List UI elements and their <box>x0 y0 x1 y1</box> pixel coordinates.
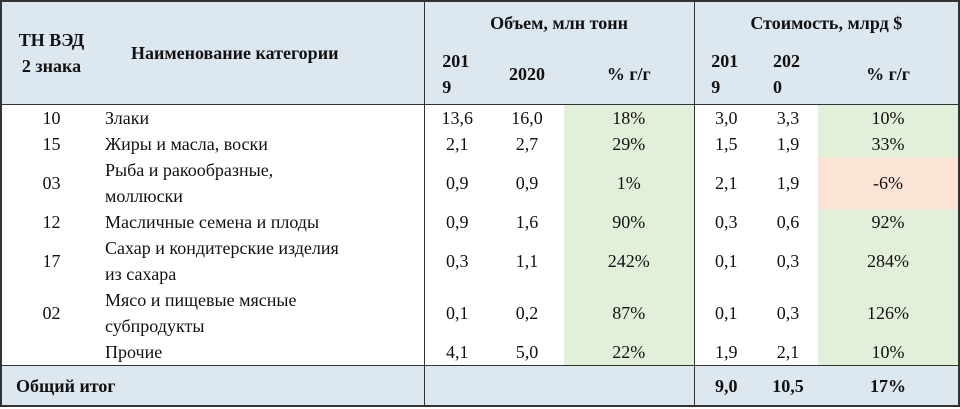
header-cost: Стоимость, млрд $ <box>693 1 960 44</box>
header-volume: Объем, млн тонн <box>423 1 695 44</box>
name-cell: Масличные семена и плоды <box>101 209 424 235</box>
code-cell: 12 <box>42 212 61 232</box>
name-line: Рыба и ракообразные, <box>105 160 274 180</box>
table-row: 10 Злаки 13,6 16,0 18% 3,0 3,3 10% <box>1 104 960 131</box>
code-cell: 10 <box>1 104 101 131</box>
header-year: 2020 <box>490 44 564 105</box>
value-cell: 10% <box>818 339 960 366</box>
value-cell: 2,7 <box>515 134 539 154</box>
header-year: 2019 <box>693 44 759 105</box>
table-row: Прочие 4,1 5,0 22% 1,9 2,1 10% <box>1 339 960 366</box>
value-cell: 242% <box>564 235 695 287</box>
value-cell: 0,9 <box>423 157 490 209</box>
name-line: Жиры и масла, воски <box>105 134 268 154</box>
value-cell: 0,3 <box>776 251 800 271</box>
value-cell: 3,0 <box>693 104 759 131</box>
name-line: Злаки <box>105 108 150 128</box>
value-cell: 0,2 <box>515 303 539 323</box>
code-cell: 03 <box>42 173 61 193</box>
code-cell: 02 <box>42 303 61 323</box>
name-cell: Мясо и пищевые мясные субпродукты <box>101 287 424 339</box>
header-change: % г/г <box>818 44 960 105</box>
value-cell: 0,1 <box>423 287 490 339</box>
value-cell: 0,1 <box>693 235 759 287</box>
name-line: Масличные семена и плоды <box>105 212 320 232</box>
value-cell: 1% <box>564 157 695 209</box>
value-cell: 2,1 <box>693 157 759 209</box>
value-cell: 2,1 <box>423 131 490 157</box>
value-cell: 4,1 <box>423 339 490 366</box>
value-cell: 33% <box>818 131 960 157</box>
total-value: 17% <box>818 365 960 406</box>
table-row: 03 Рыба и ракообразные, моллюски 0,9 0,9 1% 2,… <box>1 157 960 209</box>
name-line: Прочие <box>105 342 163 362</box>
value-cell: 0,3 <box>776 303 800 323</box>
value-cell: 284% <box>818 235 960 287</box>
value-cell: 1,5 <box>693 131 759 157</box>
header-change: % г/г <box>564 44 695 105</box>
total-value: 9,0 <box>693 365 759 406</box>
header-row: ТН ВЭД 2 знака Наименование категории Об… <box>1 1 960 105</box>
table-row: 15 Жиры и масла, воски 2,1 2,7 29% 1,5 1,9 33% <box>1 131 960 157</box>
value-cell: 22% <box>564 339 695 366</box>
value-cell: 90% <box>564 209 695 235</box>
table-row: 12 Масличные семена и плоды 0,9 1,6 90% 0,3 0,… <box>1 209 960 235</box>
name-line: из сахара <box>105 264 177 284</box>
name-cell: Прочие <box>101 339 424 366</box>
value-cell: 2,1 <box>776 342 800 362</box>
header-year: 2019 <box>423 44 490 105</box>
name-cell: Сахар и кондитерские изделия из сахара <box>101 235 424 287</box>
value-cell: 10% <box>818 104 960 131</box>
name-line: Мясо и пищевые мясные <box>105 290 297 310</box>
header-row: 2019 2020 % г/г 2019 2020 % г/г <box>1 44 960 105</box>
name-line: субпродукты <box>105 316 205 336</box>
value-cell: 0,1 <box>693 287 759 339</box>
value-cell: 126% <box>818 287 960 339</box>
value-cell: 16,0 <box>490 104 564 131</box>
code-cell: 15 <box>42 134 61 154</box>
value-cell: 1,9 <box>776 173 800 193</box>
value-cell: 13,6 <box>423 104 490 131</box>
value-cell: 0,9 <box>423 209 490 235</box>
code-cell <box>1 339 101 366</box>
value-cell: 1,9 <box>693 339 759 366</box>
value-cell: 1,1 <box>515 251 539 271</box>
name-line: Сахар и кондитерские изделия <box>105 238 339 258</box>
value-cell: 18% <box>564 104 695 131</box>
value-cell: 87% <box>564 287 695 339</box>
value-cell: 1,6 <box>515 212 539 232</box>
code-cell: 17 <box>42 251 61 271</box>
value-cell: 0,6 <box>776 212 800 232</box>
value-cell: 29% <box>564 131 695 157</box>
value-cell: 3,3 <box>758 104 819 131</box>
header-name: Наименование категории <box>101 1 424 105</box>
total-row: Общий итог 9,0 10,5 17% <box>1 365 960 406</box>
value-cell: 1,9 <box>776 134 800 154</box>
value-cell: -6% <box>818 157 960 209</box>
total-label: Общий итог <box>1 365 424 406</box>
name-line: моллюски <box>105 186 183 206</box>
value-cell: 0,3 <box>693 209 759 235</box>
table-row: 17 Сахар и кондитерские изделия из сахара 0… <box>1 235 960 287</box>
empty-cell <box>423 365 695 406</box>
value-cell: 0,9 <box>515 173 539 193</box>
value-cell: 92% <box>818 209 960 235</box>
name-cell: Рыба и ракообразные, моллюски <box>101 157 424 209</box>
header-year: 2020 <box>758 44 819 105</box>
total-value: 10,5 <box>758 365 819 406</box>
header-code: ТН ВЭД 2 знака <box>1 1 101 105</box>
name-cell: Злаки <box>101 104 424 131</box>
value-cell: 0,3 <box>423 235 490 287</box>
table-row: 02 Мясо и пищевые мясные субпродукты 0,1 0,2… <box>1 287 960 339</box>
name-cell: Жиры и масла, воски <box>101 131 424 157</box>
value-cell: 5,0 <box>515 342 539 362</box>
